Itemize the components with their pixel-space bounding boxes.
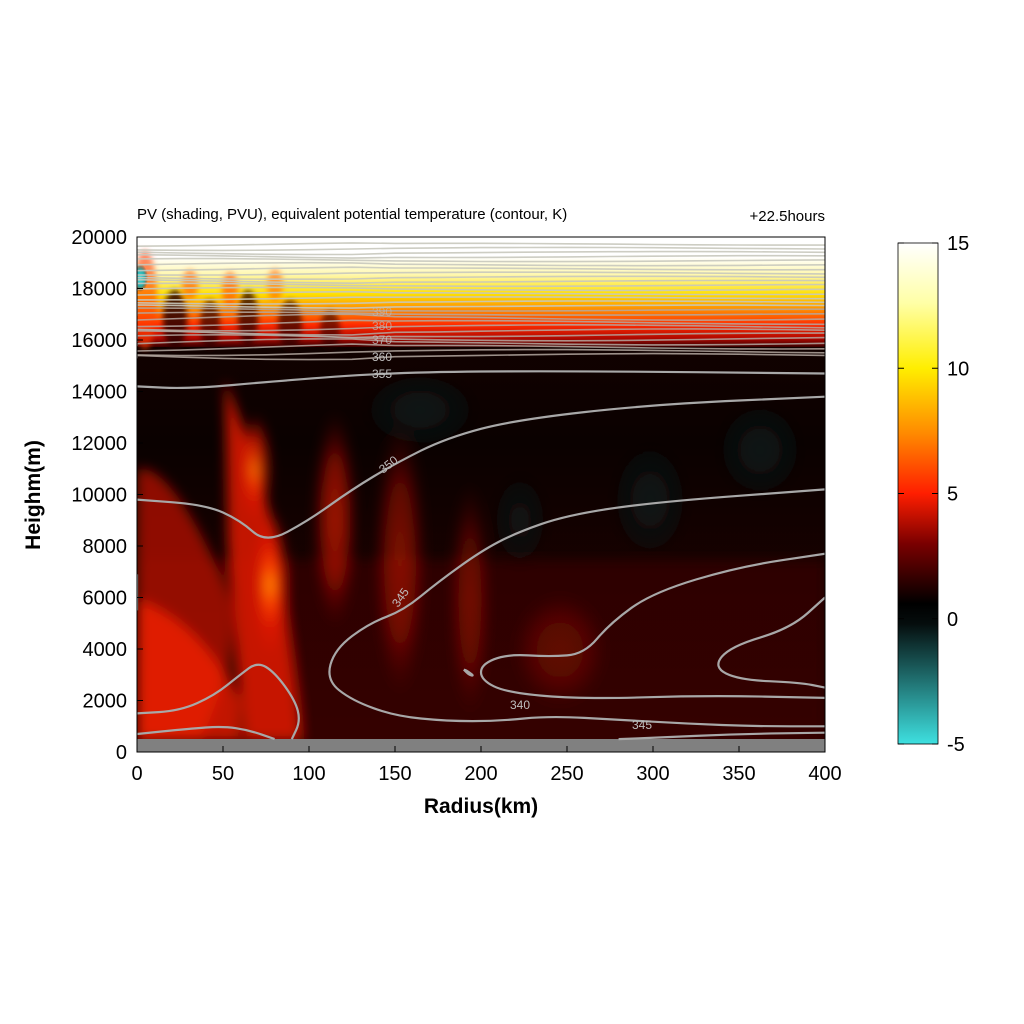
pv-low-level-field [137, 370, 825, 750]
contour-line-upper [137, 313, 825, 322]
x-tick-label: 200 [464, 763, 497, 785]
contour-line-355 [137, 370, 825, 390]
contour-line-340 [137, 663, 300, 740]
contour-line-upper [137, 343, 825, 352]
contour-line-350 [137, 395, 825, 539]
contour-line-upper [137, 300, 825, 305]
contour-line-upper [137, 286, 825, 292]
colorbar-tick-label: 15 [947, 233, 969, 255]
contour-line-340 [479, 552, 825, 700]
y-tick-label: 14000 [71, 382, 127, 404]
contour-line-upper [137, 304, 825, 309]
contour-line-upper [137, 253, 825, 259]
y-tick-label: 10000 [71, 485, 127, 507]
contour-line-340 [137, 725, 275, 741]
contour-line-340 [717, 596, 825, 689]
contour-label: 380 [372, 319, 392, 333]
y-tick-label: 0 [116, 742, 127, 764]
contour-line-upper [137, 246, 825, 252]
contour-label: 360 [372, 350, 392, 364]
contour-label: 370 [372, 333, 392, 347]
contour-line-345 [618, 731, 825, 741]
contour-line-upper [137, 348, 825, 357]
theta-e-contours [137, 370, 825, 741]
x-tick-label: 400 [808, 763, 841, 785]
contour-line-upper [137, 323, 825, 332]
contour-line-upper [137, 275, 825, 280]
contour-line-upper [137, 257, 825, 263]
time-label: +22.5hours [750, 208, 825, 225]
x-axis-label: Radius(km) [424, 795, 538, 818]
contour-label: 390 [372, 305, 392, 319]
y-axis: 0 2000 4000 6000 8000 10000 12000 14000 16000 180… [71, 227, 143, 764]
x-tick-label: 300 [636, 763, 669, 785]
chart-title: PV (shading, PVU), equivalent potential … [137, 206, 567, 223]
y-tick-label: 20000 [71, 227, 127, 249]
y-tick-label: 6000 [83, 588, 128, 610]
x-axis: 0 50 100 150 200 250 300 350 400 [131, 746, 842, 785]
contour-line-upper [137, 278, 825, 285]
y-tick-label: 12000 [71, 433, 127, 455]
contour-line-upper [137, 290, 825, 296]
x-tick-label: 0 [131, 763, 142, 785]
colorbar-ticks: -5 0 5 10 15 [898, 233, 969, 756]
colorbar-tick-label: 5 [947, 484, 958, 506]
colorbar-tick-label: -5 [947, 734, 965, 756]
contour-line-upper [137, 352, 825, 361]
contour-line-upper [137, 250, 825, 256]
contour-line-upper [137, 271, 825, 276]
contour-label: 345 [632, 718, 652, 732]
colorbar-tick-label: 0 [947, 609, 958, 631]
contour-line-upper [137, 328, 825, 336]
contour-line-upper [137, 282, 825, 288]
theta-e-upper-contours [137, 242, 825, 361]
y-tick-label: 18000 [71, 279, 127, 301]
contour-line-upper [137, 333, 825, 342]
contour-line-upper [137, 338, 825, 347]
contour-line-upper [137, 266, 825, 272]
x-tick-label: 350 [722, 763, 755, 785]
y-tick-label: 2000 [83, 691, 128, 713]
y-tick-label: 8000 [83, 536, 128, 558]
x-tick-label: 150 [378, 763, 411, 785]
y-tick-label: 16000 [71, 330, 127, 352]
x-tick-label: 100 [292, 763, 325, 785]
contour-line-upper [137, 296, 825, 301]
contour-line-upper [137, 319, 825, 328]
contour-line-upper [137, 242, 825, 248]
contour-label: 355 [372, 367, 392, 381]
contour-line-upper [137, 311, 825, 316]
contour-line-upper [137, 307, 825, 312]
contour-line-345 [328, 488, 825, 728]
x-tick-label: 250 [550, 763, 583, 785]
y-tick-label: 4000 [83, 639, 128, 661]
contour-line-upper [137, 261, 825, 267]
contour-line-340 [463, 668, 474, 677]
y-axis-label: Heighm(m) [22, 440, 45, 550]
x-tick-label: 50 [212, 763, 234, 785]
contour-label: 340 [510, 698, 530, 712]
colorbar-tick-label: 10 [947, 358, 969, 380]
